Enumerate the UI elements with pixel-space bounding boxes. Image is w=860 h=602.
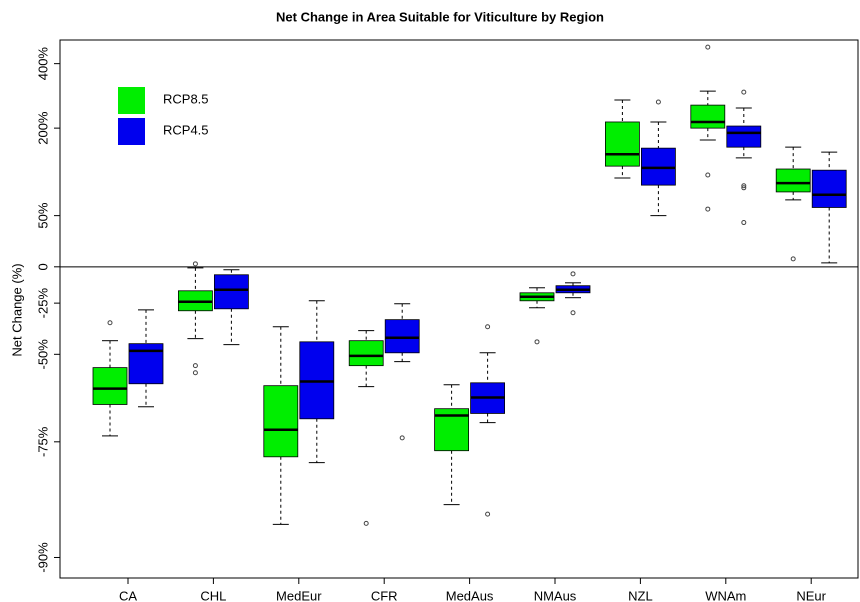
x-tick-label: CA [119, 588, 137, 602]
outlier [399, 435, 405, 441]
outlier [741, 183, 747, 189]
x-tick-label: MedEur [276, 588, 322, 602]
outlier [192, 363, 198, 369]
outlier [570, 271, 576, 277]
outlier [192, 370, 198, 376]
box [263, 385, 299, 458]
box [690, 104, 726, 129]
outlier [363, 520, 369, 526]
y-tick-label: 50% [35, 202, 50, 228]
legend-swatch [118, 118, 145, 145]
box [384, 319, 420, 354]
box [605, 121, 640, 167]
legend-swatch [118, 87, 145, 114]
outlier [192, 261, 198, 267]
box [775, 168, 811, 193]
box [726, 125, 762, 148]
legend-label: RCP4.5 [163, 122, 209, 137]
outlier [655, 99, 661, 105]
outlier [705, 172, 711, 178]
box [811, 169, 847, 208]
x-tick-label: NZL [628, 588, 653, 602]
y-tick-label: -90% [35, 542, 50, 573]
y-tick-label: -50% [35, 339, 50, 370]
plot-frame [59, 39, 859, 579]
x-tick-label: MedAus [446, 588, 494, 602]
box [92, 367, 128, 405]
outlier [570, 310, 576, 316]
outlier [790, 256, 796, 262]
box [348, 340, 384, 367]
y-axis-label: Net Change (%) [9, 263, 24, 356]
outlier [107, 320, 113, 326]
x-tick-label: WNAm [705, 588, 746, 602]
outlier [485, 324, 491, 330]
chart-title: Net Change in Area Suitable for Viticult… [276, 9, 604, 24]
x-tick-label: CHL [200, 588, 226, 602]
y-tick-label: -25% [35, 288, 50, 319]
y-tick-label: 400% [35, 47, 50, 81]
outlier [741, 220, 747, 226]
outlier [705, 44, 711, 50]
legend-label: RCP8.5 [163, 91, 209, 106]
x-tick-label: NMAus [534, 588, 577, 602]
x-tick-label: CFR [371, 588, 398, 602]
box [213, 274, 249, 310]
outlier [741, 185, 747, 191]
y-tick-label: -75% [35, 426, 50, 457]
y-tick-label: 0 [35, 263, 50, 270]
y-tick-label: 200% [35, 111, 50, 145]
x-tick-label: NEur [796, 588, 826, 602]
outlier [705, 206, 711, 212]
outlier [741, 89, 747, 95]
outlier [534, 339, 540, 345]
outlier [485, 511, 491, 517]
